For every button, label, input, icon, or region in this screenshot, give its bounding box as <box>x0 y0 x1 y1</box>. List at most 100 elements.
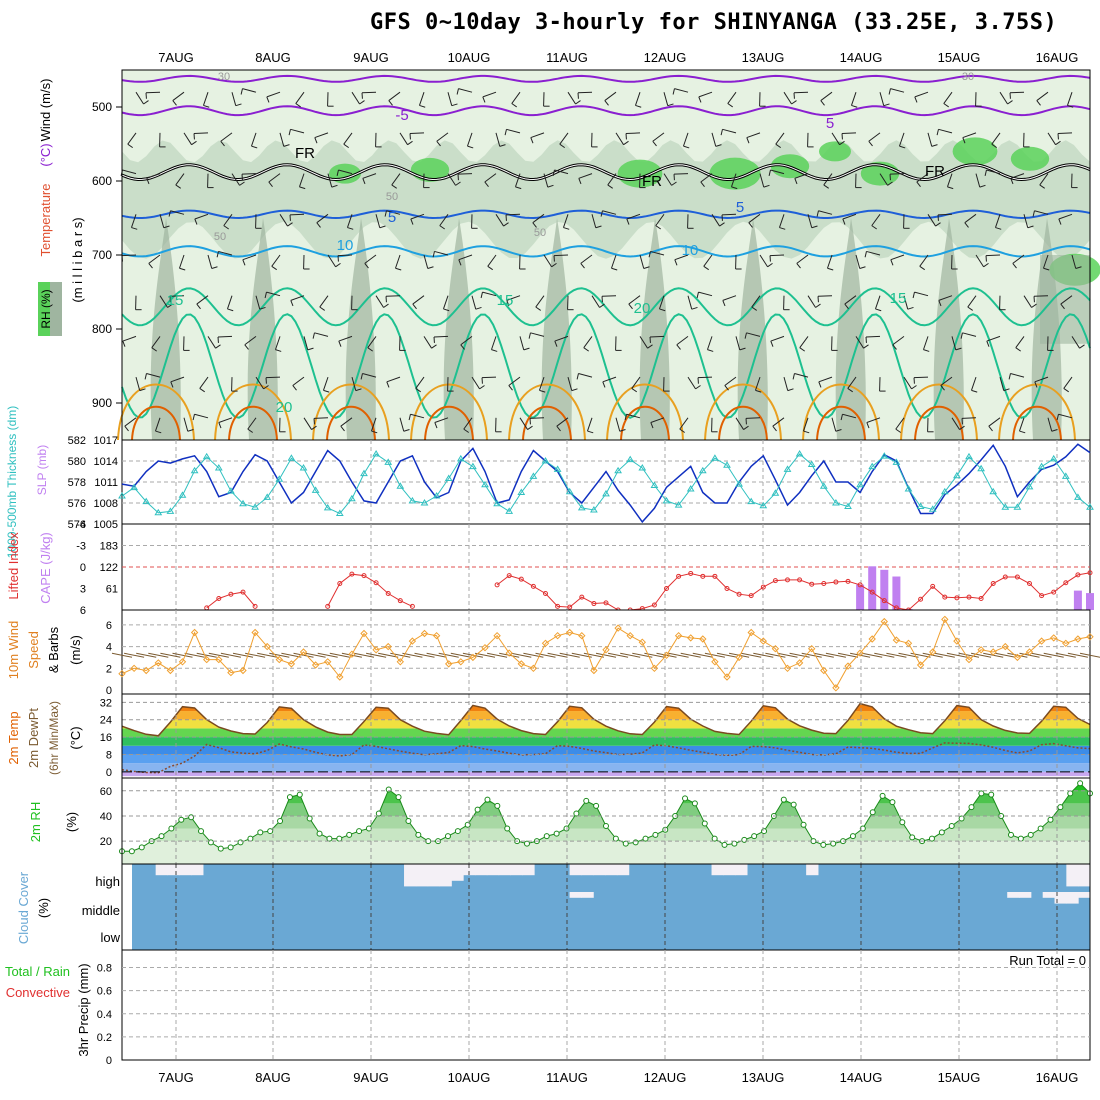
upper-wind-barb <box>1060 295 1073 305</box>
wind-barb <box>571 652 592 658</box>
upper-wind-barb-flag <box>679 428 685 433</box>
upper-wind-barb-flag <box>635 104 642 108</box>
wind-speed-marker <box>565 628 574 637</box>
upper-wind-barb <box>362 173 377 179</box>
upper-wind-barb-flag <box>124 425 129 432</box>
upper-wind-barb-flag <box>1036 100 1041 106</box>
upper-wind-barb <box>458 88 473 93</box>
wind-barb <box>934 652 955 658</box>
upper-wind-barb-flag <box>211 266 218 269</box>
rh-marker <box>879 792 886 799</box>
cloud-gap <box>404 864 417 887</box>
upper-wind-barb <box>580 254 593 264</box>
upper-wind-barb-flag <box>671 181 677 186</box>
upper-wind-barb-flag <box>1010 178 1014 185</box>
rh-marker <box>198 828 205 835</box>
rh-marker <box>978 790 985 797</box>
slp-marker <box>323 503 332 511</box>
upper-wind-barb-flag <box>247 428 253 433</box>
upper-wind-barb <box>122 169 137 175</box>
slp-marker <box>529 472 538 479</box>
upper-wind-barb <box>122 335 137 342</box>
upper-wind-barb <box>364 254 377 264</box>
upper-wind-barb-flag <box>1031 303 1037 308</box>
wind-speed-marker <box>674 631 683 640</box>
top-date-label: 15AUG <box>938 50 981 65</box>
slp-marker <box>819 482 828 489</box>
slp-marker <box>444 474 453 481</box>
upper-wind-barb <box>674 254 689 261</box>
slp-marker <box>662 496 671 504</box>
cloud-gap <box>581 892 594 898</box>
upper-wind-barb-flag <box>323 389 330 393</box>
rh-marker <box>948 823 955 830</box>
upper-wind-barb-flag <box>626 218 630 225</box>
upper-wind-barb <box>1063 376 1073 389</box>
slp-marker <box>698 466 707 474</box>
upper-wind-barb <box>415 376 425 389</box>
upper-wind-barb <box>303 417 312 430</box>
temp-contour-30 <box>228 405 278 441</box>
wind-barb <box>741 652 762 658</box>
thickness-ytick-label: 582 <box>68 435 86 447</box>
upper-wind-barb <box>495 214 504 227</box>
upper-wind-barb-flag <box>755 389 762 393</box>
upper-wind-barb <box>1010 373 1025 378</box>
upper-wind-barb-flag <box>1003 388 1010 392</box>
upper-wind-barb <box>506 128 521 134</box>
upper-wind-barb-flag <box>340 425 345 432</box>
slp-marker <box>940 487 949 495</box>
upper-wind-barb-flag <box>919 265 925 271</box>
wind-barb <box>269 652 290 658</box>
slp-marker <box>832 499 840 506</box>
lifted-index-marker <box>325 603 331 609</box>
upper-wind-barb-flag <box>244 344 249 350</box>
upper-wind-barb-flag <box>292 385 297 391</box>
upper-wind-barb <box>159 295 168 308</box>
slp-marker <box>372 450 380 457</box>
cloud-gap <box>1078 864 1091 887</box>
upper-wind-barb-flag <box>1063 388 1069 393</box>
upper-wind-barb <box>625 132 641 134</box>
ylabel-2m-dewpt: 2m DewPt <box>26 708 41 768</box>
upper-wind-barb-flag <box>239 181 245 186</box>
slp-marker <box>868 462 877 470</box>
upper-wind-barb-flag <box>602 381 606 388</box>
upper-wind-barb <box>799 336 809 349</box>
upper-wind-barb <box>601 295 617 297</box>
upper-wind-barb <box>842 413 857 419</box>
upper-wind-barb <box>1023 214 1029 228</box>
rh-marker <box>869 809 876 816</box>
upper-wind-barb <box>131 214 137 228</box>
upper-wind-barb <box>443 295 449 310</box>
upper-wind-barb <box>386 376 401 383</box>
wind-speed-marker <box>614 624 622 632</box>
upper-wind-barb <box>196 295 209 305</box>
upper-wind-barb-flag <box>696 292 699 299</box>
wind-speed-marker <box>699 635 707 643</box>
wind-frame <box>121 609 1091 695</box>
wind-speed-marker <box>735 653 743 662</box>
wind-speed-marker <box>795 659 804 667</box>
upper-wind-barb-flag <box>1058 218 1062 225</box>
upper-wind-barb <box>175 173 185 186</box>
upper-wind-barb <box>583 336 593 349</box>
upper-ytick-label: 800 <box>92 322 112 336</box>
slp-marker <box>856 480 864 488</box>
upper-wind-barb-flag <box>215 344 221 349</box>
top-date-label: 11AUG <box>546 50 588 65</box>
wind-speed-marker <box>287 660 296 668</box>
upper-wind-barb-flag <box>264 292 267 299</box>
upper-wind-barb <box>578 373 593 378</box>
upper-wind-barb-flag <box>871 225 877 230</box>
upper-wind-barb-flag <box>578 178 582 185</box>
temp-band <box>122 763 1090 772</box>
slp-marker <box>1049 454 1058 462</box>
upper-wind-barb <box>1057 132 1073 134</box>
wind-barb <box>620 652 641 658</box>
upper-wind-barb <box>532 213 545 224</box>
contour-label: 50 <box>214 231 226 243</box>
upper-wind-barb <box>255 295 261 310</box>
wind-speed-marker <box>553 631 562 640</box>
upper-wind-barb <box>951 336 957 351</box>
